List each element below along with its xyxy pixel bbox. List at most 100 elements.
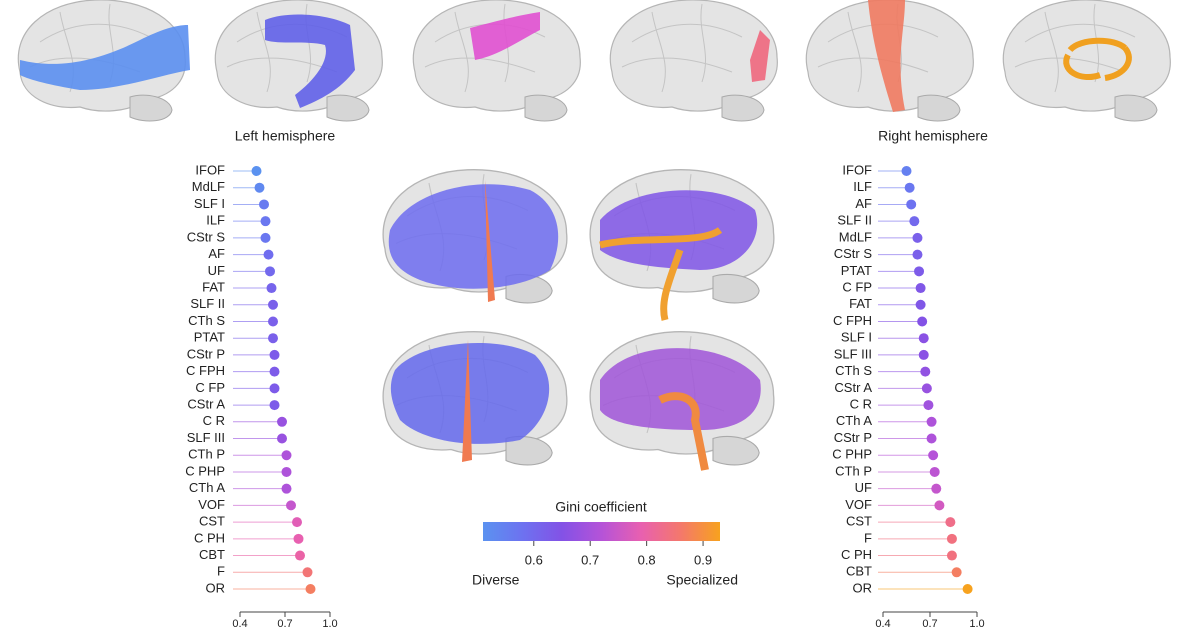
dot — [906, 199, 917, 210]
dot — [946, 533, 957, 544]
category-label: SLF II — [837, 213, 872, 228]
category-label: CTh S — [835, 363, 872, 378]
category-label: OR — [206, 580, 226, 595]
dot — [921, 383, 932, 394]
category-label: FAT — [849, 296, 872, 311]
category-label: OR — [853, 580, 873, 595]
panel-title: Left hemisphere — [235, 128, 336, 144]
dot — [268, 333, 278, 344]
category-label: C FPH — [186, 363, 225, 378]
colorbar — [483, 522, 720, 541]
colorbar-tick-label: 0.9 — [694, 552, 712, 567]
dot — [928, 450, 939, 461]
dot — [962, 584, 973, 594]
dot — [305, 584, 316, 594]
category-label: CStr P — [187, 346, 225, 361]
category-label: CTh S — [188, 313, 225, 328]
x-tick-label: 0.7 — [277, 618, 292, 630]
category-label: CTh P — [835, 463, 872, 478]
category-label: ILF — [853, 179, 872, 194]
category-label: PTAT — [841, 263, 872, 278]
dot — [281, 450, 292, 461]
dot — [277, 433, 287, 444]
dot — [251, 166, 262, 176]
dot — [268, 316, 278, 327]
x-tick-label: 1.0 — [969, 618, 984, 630]
dot — [269, 400, 280, 411]
dot — [926, 433, 937, 444]
dot — [934, 500, 945, 511]
colorbar-tick-label: 0.7 — [581, 552, 599, 567]
category-label: CStr P — [834, 430, 872, 445]
dot — [918, 349, 929, 360]
category-label: MdLF — [192, 179, 225, 194]
category-label: C PH — [194, 530, 225, 545]
dot — [293, 533, 304, 544]
colorbar-tick-label: 0.6 — [525, 552, 543, 567]
category-label: CStr S — [187, 229, 226, 244]
dot — [901, 166, 912, 176]
dot — [946, 550, 957, 561]
dot — [931, 483, 942, 494]
category-label: SLF III — [834, 346, 872, 361]
dot — [292, 517, 302, 528]
category-label: UF — [855, 480, 872, 495]
dot — [259, 199, 269, 210]
category-label: C PHP — [832, 447, 872, 462]
category-label: AF — [208, 246, 225, 261]
category-label: CTh A — [189, 480, 225, 495]
dot — [302, 567, 313, 578]
category-label: F — [217, 564, 225, 579]
dot — [920, 366, 931, 377]
category-label: AF — [855, 196, 872, 211]
category-label: C FPH — [833, 313, 872, 328]
dot — [912, 249, 923, 260]
colorbar-title: Gini coefficient — [555, 499, 647, 515]
dot — [265, 266, 275, 277]
category-label: C PHP — [185, 463, 225, 478]
dot — [269, 383, 280, 394]
dot — [926, 416, 937, 427]
dot — [904, 182, 915, 193]
dot — [945, 517, 956, 528]
dot — [915, 299, 926, 310]
dot — [269, 366, 280, 377]
dot — [260, 216, 271, 227]
dot — [281, 466, 292, 477]
category-label: CTh P — [188, 447, 225, 462]
category-label: C PH — [841, 547, 872, 562]
panel-title: Right hemisphere — [878, 128, 988, 144]
category-label: IFOF — [195, 162, 225, 177]
category-label: UF — [208, 263, 225, 278]
category-label: CST — [199, 514, 225, 529]
dot — [277, 416, 287, 427]
brain-images — [17, 0, 1171, 471]
colorbar-tick-label: 0.8 — [638, 552, 656, 567]
dot — [281, 483, 292, 494]
dot — [929, 466, 940, 477]
dot — [295, 550, 305, 561]
category-label: SLF III — [187, 430, 225, 445]
dot — [917, 316, 928, 327]
colorbar-high-label: Specialized — [666, 572, 738, 588]
category-label: CStr A — [834, 380, 872, 395]
category-label: CStr S — [834, 246, 873, 261]
x-tick-label: 0.4 — [232, 618, 247, 630]
dot — [914, 266, 925, 277]
category-label: C R — [850, 397, 872, 412]
category-label: SLF I — [194, 196, 225, 211]
category-label: F — [864, 530, 872, 545]
dot — [263, 249, 274, 260]
category-label: IFOF — [842, 162, 872, 177]
dot — [918, 333, 929, 344]
category-label: CStr A — [187, 397, 225, 412]
category-label: CTh A — [836, 413, 872, 428]
category-label: SLF I — [841, 330, 872, 345]
dot — [909, 216, 920, 227]
colorbar-low-label: Diverse — [472, 572, 520, 588]
category-label: MdLF — [839, 229, 872, 244]
dot — [923, 400, 934, 411]
dot — [268, 299, 278, 310]
dot — [286, 500, 296, 511]
